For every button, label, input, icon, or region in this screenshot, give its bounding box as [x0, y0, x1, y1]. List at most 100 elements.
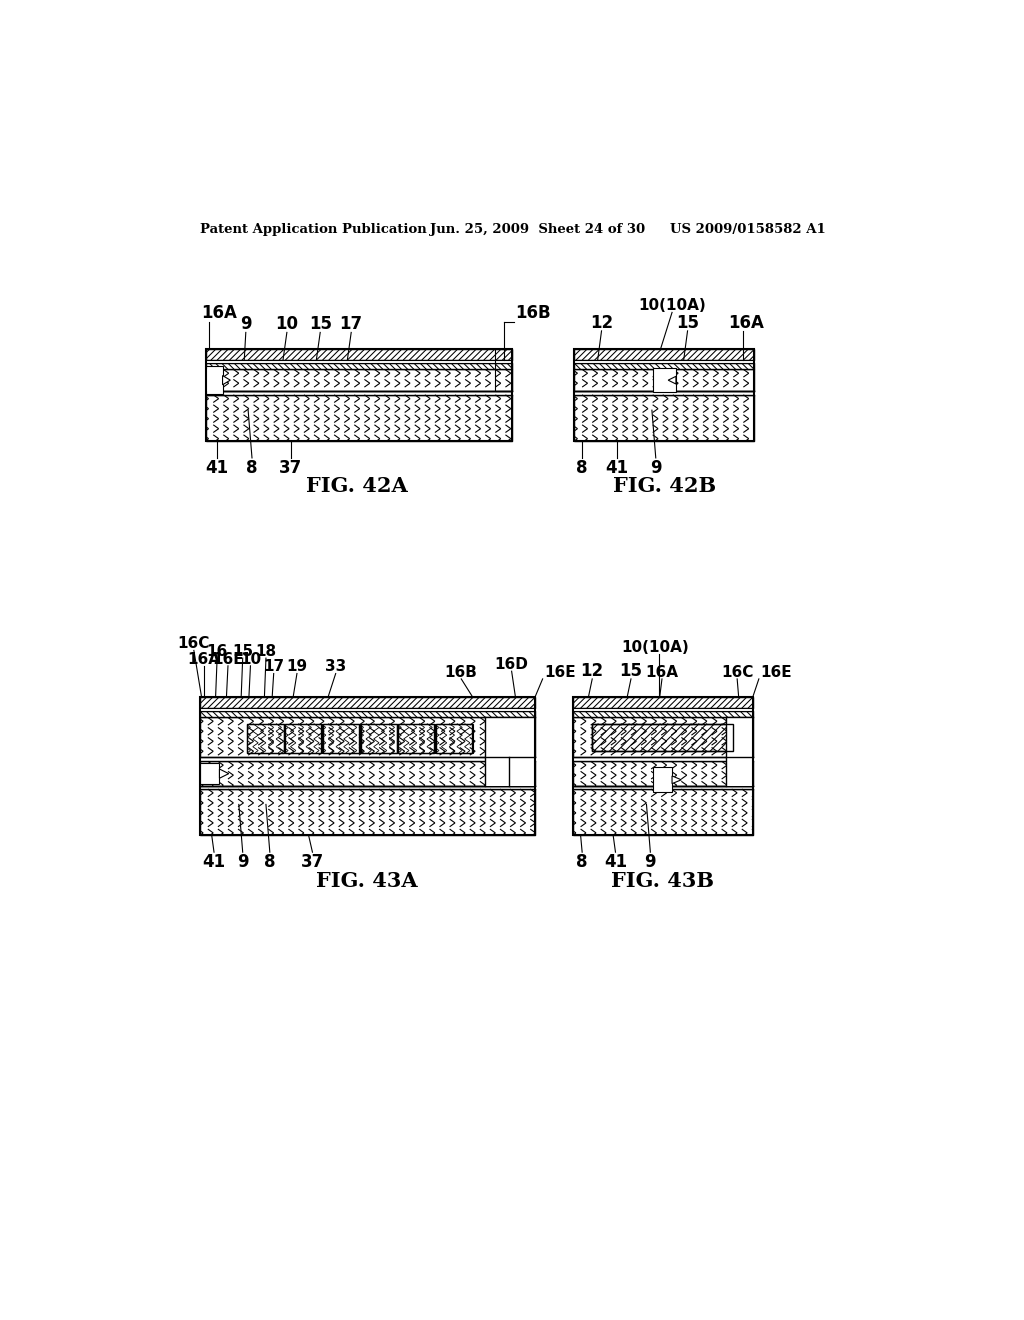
Text: 16E: 16E	[544, 665, 575, 680]
Text: 15: 15	[232, 644, 253, 659]
Bar	[572, 711, 753, 718]
Polygon shape	[672, 776, 681, 784]
Bar	[435, 723, 473, 752]
Text: 17: 17	[263, 659, 285, 675]
Bar	[323, 723, 359, 752]
Text: 18: 18	[255, 644, 276, 659]
Bar	[248, 723, 284, 752]
Bar	[574, 391, 755, 395]
Text: 16A: 16A	[728, 314, 764, 331]
Bar	[200, 762, 535, 785]
Text: 16E: 16E	[212, 652, 244, 667]
Text: 9: 9	[237, 853, 249, 871]
Bar	[592, 723, 733, 751]
Text: 9: 9	[240, 315, 252, 333]
Text: 37: 37	[280, 459, 302, 477]
Text: 33: 33	[325, 659, 346, 675]
Bar	[200, 697, 535, 708]
Bar	[285, 723, 322, 752]
Text: 8: 8	[577, 853, 588, 871]
Text: 16B: 16B	[444, 665, 477, 680]
Bar	[592, 723, 733, 751]
Text: 8: 8	[246, 459, 258, 477]
Text: 16E: 16E	[761, 665, 792, 680]
Bar	[436, 723, 472, 752]
Bar	[574, 350, 755, 441]
Bar	[200, 711, 535, 718]
Bar	[285, 723, 322, 752]
Bar	[572, 762, 753, 785]
Text: FIG. 43A: FIG. 43A	[315, 871, 418, 891]
Bar	[200, 763, 219, 784]
Text: 37: 37	[301, 853, 324, 871]
Bar	[574, 360, 755, 363]
Text: 16A: 16A	[645, 665, 679, 680]
Bar	[206, 395, 512, 441]
Text: 9: 9	[644, 853, 656, 871]
Bar	[574, 370, 755, 391]
Bar	[653, 767, 672, 792]
Bar	[574, 363, 755, 370]
Bar	[206, 370, 512, 391]
Text: 16A: 16A	[202, 305, 238, 322]
Text: 16C: 16C	[721, 665, 754, 680]
Text: Jun. 25, 2009  Sheet 24 of 30: Jun. 25, 2009 Sheet 24 of 30	[430, 223, 645, 236]
Bar	[572, 708, 753, 711]
Bar	[359, 723, 397, 752]
Bar	[200, 758, 535, 762]
Bar	[247, 723, 285, 752]
Text: 9: 9	[650, 459, 662, 477]
Text: FIG. 43B: FIG. 43B	[611, 871, 715, 891]
Bar	[572, 758, 753, 762]
Bar	[572, 697, 753, 836]
Bar	[207, 370, 221, 391]
Bar	[398, 723, 434, 752]
Text: Patent Application Publication: Patent Application Publication	[200, 223, 427, 236]
Text: 41: 41	[604, 853, 627, 871]
Bar	[574, 395, 755, 441]
Bar	[322, 723, 359, 752]
Bar	[495, 350, 512, 391]
Text: 16C: 16C	[178, 636, 210, 651]
Bar	[200, 785, 535, 789]
Bar	[206, 391, 512, 395]
Bar	[200, 708, 535, 711]
Bar	[206, 367, 222, 395]
Bar	[200, 718, 535, 758]
Polygon shape	[219, 770, 228, 779]
Bar	[206, 350, 512, 441]
Text: 15: 15	[676, 314, 699, 331]
Text: 41: 41	[605, 459, 629, 477]
Text: 10: 10	[275, 315, 298, 333]
Text: 16A: 16A	[187, 652, 220, 667]
Text: US 2009/0158582 A1: US 2009/0158582 A1	[671, 223, 826, 236]
Text: 17: 17	[340, 315, 362, 333]
Bar	[652, 368, 676, 392]
Text: 10: 10	[240, 652, 261, 667]
Text: 16B: 16B	[515, 305, 551, 322]
Bar	[200, 697, 535, 836]
Bar	[360, 723, 396, 752]
Text: 16: 16	[207, 644, 227, 659]
Text: 10(10A): 10(10A)	[638, 298, 706, 313]
Bar	[572, 785, 753, 789]
Text: 10(10A): 10(10A)	[622, 640, 689, 655]
Bar	[484, 718, 535, 785]
Text: 12: 12	[590, 314, 613, 331]
Bar	[574, 350, 755, 360]
Polygon shape	[222, 376, 230, 385]
Text: FIG. 42B: FIG. 42B	[612, 477, 716, 496]
Text: 19: 19	[287, 659, 307, 675]
Bar	[726, 718, 753, 785]
Text: 8: 8	[264, 853, 275, 871]
Bar	[206, 350, 512, 360]
Polygon shape	[669, 376, 676, 384]
Text: 16D: 16D	[495, 657, 528, 672]
Text: 15: 15	[620, 661, 642, 680]
Bar	[206, 360, 512, 363]
Bar	[200, 789, 535, 836]
Bar	[572, 697, 753, 708]
Bar	[572, 718, 753, 758]
Bar	[572, 789, 753, 836]
Text: 41: 41	[206, 459, 228, 477]
